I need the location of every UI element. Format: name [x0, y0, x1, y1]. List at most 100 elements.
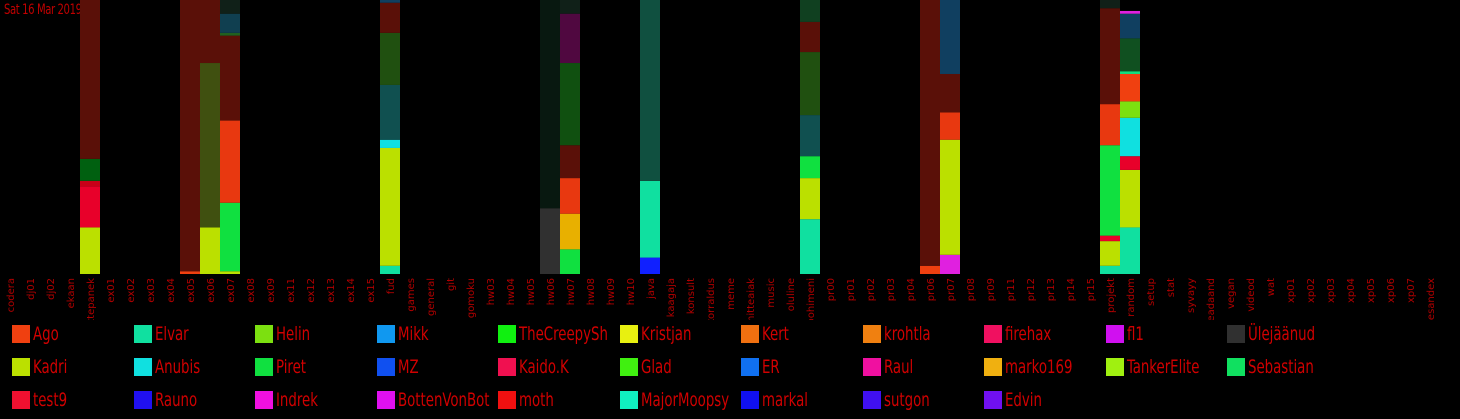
- tick-label-ex04: ex04: [166, 278, 177, 303]
- tick-label-hw03: hw03: [486, 278, 497, 305]
- bar-segment-fud-3: [380, 84, 400, 140]
- bar-segment-ex07-3: [220, 35, 240, 121]
- tick-label-games: games: [406, 278, 417, 312]
- tick-label-ex01: ex01: [106, 278, 117, 303]
- bar-segment-pr07-2: [940, 112, 960, 140]
- bar-segment-random-5: [1120, 73, 1140, 102]
- legend-label: Elvar: [154, 323, 189, 345]
- legend-label: Raul: [883, 356, 913, 378]
- bar-segment-hw07-2: [560, 178, 580, 214]
- bar-segment-ettepanek-4: [80, 0, 100, 159]
- tick-label-pr03: pr03: [886, 278, 897, 301]
- legend-label: Sebastian: [1248, 356, 1314, 378]
- bar-segment-java-1: [640, 180, 660, 258]
- bar-segment-hw06-1: [540, 0, 560, 209]
- bar-segment-random-7: [1120, 38, 1140, 72]
- bar-segment-random-8: [1120, 13, 1140, 39]
- tick-label-syvayy: syvayy: [1186, 278, 1197, 313]
- bar-segment-ex07-1: [220, 202, 240, 272]
- bar-segment-random-4: [1120, 101, 1140, 118]
- bar-segment-pohimeni-3: [800, 115, 820, 157]
- tick-label-pr11: pr11: [1006, 278, 1017, 301]
- tick-label-dj01: dj01: [26, 278, 37, 300]
- bar-segment-fud-0: [380, 265, 400, 274]
- legend-label: Kristjan: [640, 323, 691, 345]
- tick-label-pr04: pr04: [906, 278, 917, 301]
- tick-label-xp02: xp02: [1306, 278, 1317, 303]
- legend-swatch: [498, 358, 516, 376]
- tick-label-dj02: dj02: [46, 278, 57, 300]
- bar-segment-projekt-5: [1100, 8, 1120, 105]
- legend-label: Kert: [762, 323, 789, 345]
- tick-label-ekaan: ekaan: [66, 278, 77, 308]
- legend-swatch: [12, 325, 30, 343]
- bar-segment-hw07-3: [560, 145, 580, 179]
- bar-segment-random-6: [1120, 71, 1140, 74]
- legend-item: moth: [498, 389, 564, 411]
- tick-label-ex11: ex11: [286, 278, 297, 303]
- chart-date: Sat 16 Mar 2019: [4, 2, 82, 18]
- bar-segment-random-2: [1120, 156, 1140, 170]
- legend-label: Edvin: [1005, 389, 1042, 411]
- legend-item: Kristjan: [619, 323, 706, 345]
- tick-label-ex15: ex15: [366, 278, 377, 303]
- legend-item: Ülejäänud: [1227, 323, 1334, 345]
- legend-label: Rauno: [154, 389, 197, 411]
- tick-label-vegan: vegan: [1226, 278, 1237, 309]
- tick-label-gomoku: gomoku: [466, 278, 477, 318]
- legend-item: Helin: [255, 323, 320, 345]
- tick-label-ex02: ex02: [126, 278, 137, 303]
- bar-segment-projekt-4: [1100, 104, 1120, 146]
- legend-label: MajorMoopsy: [640, 389, 729, 411]
- legend-label: moth: [519, 389, 554, 411]
- legend-swatch: [376, 325, 395, 343]
- legend-label: Ago: [33, 323, 59, 345]
- tick-label-hw04: hw04: [506, 278, 517, 305]
- legend-label: markal: [762, 389, 808, 411]
- legend-item: Kert: [741, 323, 797, 345]
- legend-item: Kadri: [12, 356, 77, 378]
- tick-label-pohimeni: pohimeni: [806, 278, 817, 320]
- bar-segment-hw07-1: [560, 213, 580, 250]
- tick-label-ex09: ex09: [266, 278, 277, 303]
- bar-segment-pohimeni-2: [800, 156, 820, 179]
- tick-label-projekt: projekt: [1106, 278, 1117, 313]
- bar-segment-hw07-0: [560, 249, 580, 274]
- tick-label-hw07: hw07: [566, 278, 577, 305]
- bar-segment-pr07-1: [940, 139, 960, 255]
- tick-label-setup: setup: [1146, 278, 1157, 306]
- tick-label-olesandex: olesandex: [1426, 278, 1437, 320]
- tick-label-hw09: hw09: [606, 278, 617, 305]
- stacked-bar-chart: codera dj01 dj02 ekaan ettepanek ex01 ex02 ex03…: [6, 0, 1437, 320]
- tick-label-random: random: [1126, 278, 1137, 317]
- legend-swatch: [12, 391, 30, 409]
- legend-swatch: [741, 358, 759, 376]
- bar-segment-random-0: [1120, 227, 1140, 274]
- legend-swatch: [1105, 358, 1124, 376]
- legend-swatch: [619, 325, 638, 343]
- legend-label: marko169: [1005, 356, 1073, 378]
- legend-label: TankerElite: [1126, 356, 1199, 378]
- tick-label-ex06: ex06: [206, 278, 217, 303]
- tick-label-git: git: [446, 278, 457, 291]
- bar-segment-hw07-6: [560, 0, 580, 14]
- tick-label-hw10: hw10: [626, 278, 637, 305]
- legend-item: TheCreepySh: [498, 323, 633, 345]
- tick-label-xp03: xp03: [1326, 278, 1337, 303]
- legend-item: marko169: [984, 356, 1091, 378]
- legend-swatch: [133, 358, 152, 376]
- bar-segment-random-1: [1120, 169, 1140, 228]
- bar-segment-fud-4: [380, 32, 400, 85]
- bar-segment-ex07-0: [220, 271, 240, 274]
- bar-segment-ex07-5: [220, 13, 240, 33]
- legend-item: Kaido.K: [498, 356, 583, 378]
- tick-label-korraldus: korraldus: [706, 278, 717, 320]
- legend-swatch: [862, 391, 881, 409]
- bar-segment-pohimeni-5: [800, 21, 820, 53]
- legend-item: Sebastian: [1227, 356, 1332, 378]
- tick-label-teadaand: teadaand: [1206, 278, 1217, 320]
- bar-segment-pohimeni-1: [800, 178, 820, 220]
- legend-swatch: [133, 325, 152, 343]
- legend-label: BottenVonBot: [397, 389, 490, 411]
- legend-swatch: [619, 391, 638, 409]
